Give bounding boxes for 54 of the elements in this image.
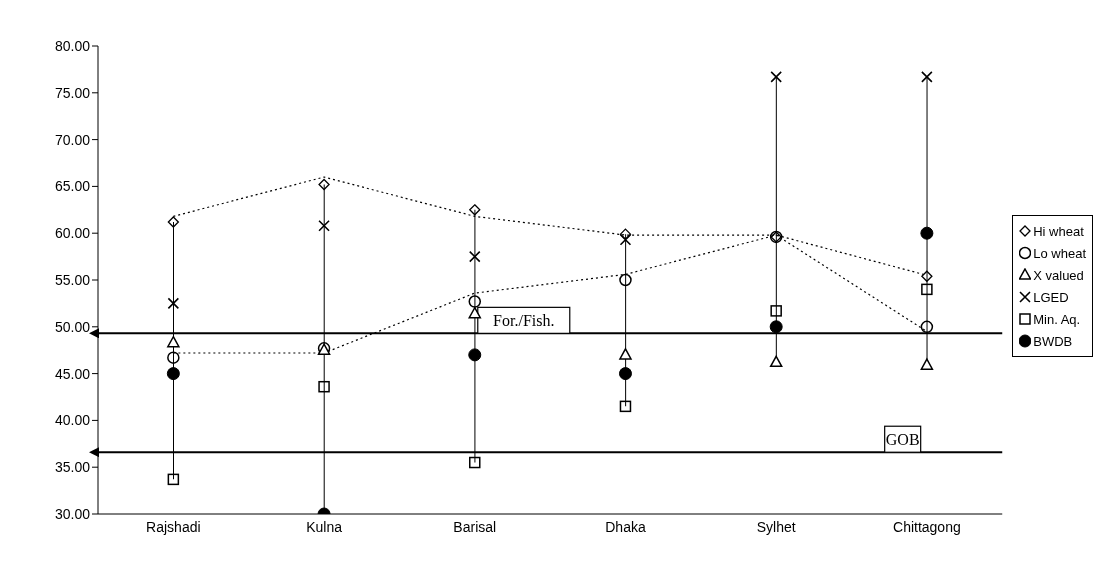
point [167, 335, 180, 348]
point [167, 216, 179, 228]
point [770, 305, 782, 317]
y-tick-label: 75.00 [54, 84, 91, 101]
point [921, 283, 933, 296]
point [318, 178, 330, 191]
x-tick-label: Chittagong [893, 518, 961, 535]
point [619, 273, 632, 287]
point [921, 71, 933, 83]
point [468, 306, 482, 319]
point [921, 270, 933, 282]
x-tick-label: Dhaka [605, 518, 646, 535]
point [920, 358, 934, 370]
legend-label: X valued [1033, 267, 1084, 283]
y-tick-label: 60.00 [54, 225, 91, 242]
x-tick-label: Sylhet [756, 518, 796, 535]
y-tick-label: 80.00 [54, 37, 91, 54]
point [167, 473, 180, 486]
x-tick-label: Kulna [306, 518, 343, 535]
point [469, 204, 481, 216]
point [469, 456, 481, 469]
point [318, 380, 330, 393]
point [769, 355, 783, 368]
y-tick-label: 70.00 [54, 131, 91, 148]
legend-label: Min. Aq. [1033, 311, 1081, 327]
y-tick-label: 35.00 [54, 459, 91, 476]
point [770, 71, 782, 83]
x-tick-label: Rajshadi [146, 518, 201, 535]
point [769, 320, 783, 334]
ref-line-label: For./Fish. [493, 312, 555, 330]
y-tick-label: 30.00 [54, 505, 91, 522]
y-tick-label: 65.00 [54, 178, 91, 195]
y-tick-label: 55.00 [54, 271, 91, 288]
point [619, 348, 632, 360]
legend-label: Lo wheat [1033, 245, 1086, 261]
point [468, 295, 482, 308]
point [318, 219, 330, 232]
y-tick-label: 50.00 [54, 318, 91, 335]
legend-label: Hi wheat [1033, 223, 1084, 239]
point [468, 250, 481, 263]
point [920, 320, 934, 334]
point [920, 226, 934, 240]
legend-label: BWDB [1033, 333, 1073, 349]
point [166, 367, 180, 381]
point [468, 348, 482, 362]
point [619, 233, 632, 246]
point [167, 351, 180, 364]
y-tick-label: 40.00 [54, 412, 91, 429]
y-tick-label: 45.00 [54, 365, 91, 382]
ref-line-label: GOB [885, 431, 920, 449]
legend-label: LGED [1033, 289, 1069, 305]
point [619, 400, 632, 413]
point [618, 367, 632, 381]
x-tick-label: Barisal [453, 518, 497, 535]
